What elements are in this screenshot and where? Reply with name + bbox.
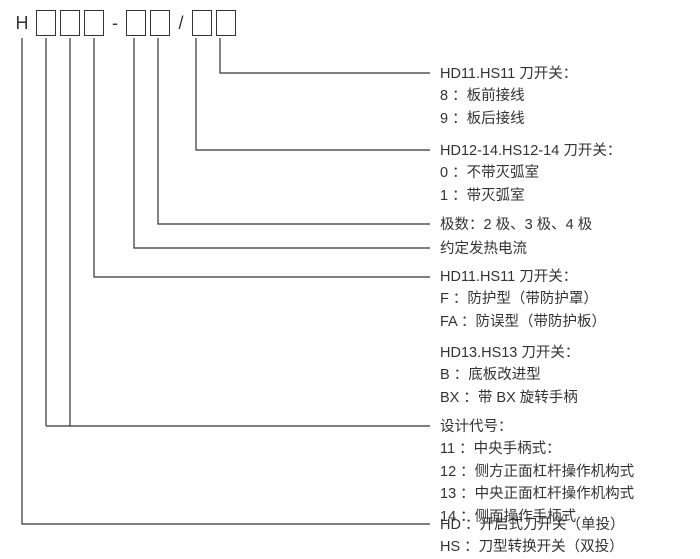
description-line: 13 ：中央正面杠杆操作机构式 xyxy=(440,483,634,505)
code-slash: / xyxy=(174,10,188,36)
description-block: HD13.HS13 刀开关：B ：底板改进型BX ：带 BX 旋转手柄 xyxy=(440,342,579,409)
code-char: H xyxy=(12,10,32,36)
description-line: 约定发热电流 xyxy=(440,238,527,260)
description-line: 12 ：侧方正面杠杆操作机构式 xyxy=(440,461,634,483)
code-dash: - xyxy=(108,10,122,36)
code-placeholder-box xyxy=(126,10,146,36)
description-line: HD12-14.HS12-14 刀开关： xyxy=(440,140,621,162)
description-block: HD11.HS11 刀开关：F ：防护型（带防护罩）FA ：防误型（带防护板） xyxy=(440,266,606,333)
description-block: 设计代号：11 ：中央手柄式：12 ：侧方正面杠杆操作机构式13 ：中央正面杠杆… xyxy=(440,416,634,528)
description-line: 设计代号： xyxy=(440,416,634,438)
description-line: BX ：带 BX 旋转手柄 xyxy=(440,387,579,409)
description-line: 0 ：不带灭弧室 xyxy=(440,162,621,184)
description-line: 9 ：板后接线 xyxy=(440,108,577,130)
description-line: 11 ：中央手柄式： xyxy=(440,438,634,460)
description-line: HD11.HS11 刀开关： xyxy=(440,266,606,288)
description-block: HD ：开启式刀开关（单投）HS ：刀型转换开关（双投） xyxy=(440,514,624,559)
code-placeholder-box xyxy=(150,10,170,36)
code-placeholder-box xyxy=(36,10,56,36)
code-placeholder-box xyxy=(216,10,236,36)
code-placeholder-box xyxy=(60,10,80,36)
description-block: 极数：2 极、3 极、4 极 xyxy=(440,214,592,236)
description-line: HD ：开启式刀开关（单投） xyxy=(440,514,624,536)
description-line: HD13.HS13 刀开关： xyxy=(440,342,579,364)
description-line: FA ：防误型（带防护板） xyxy=(440,311,606,333)
description-line: F ：防护型（带防护罩） xyxy=(440,288,606,310)
description-line: 1 ：带灭弧室 xyxy=(440,185,621,207)
description-line: 8 ：板前接线 xyxy=(440,85,577,107)
description-line: 极数：2 极、3 极、4 极 xyxy=(440,214,592,236)
description-block: HD11.HS11 刀开关：8 ：板前接线9 ：板后接线 xyxy=(440,63,577,130)
description-line: B ：底板改进型 xyxy=(440,364,579,386)
description-block: 约定发热电流 xyxy=(440,238,527,260)
model-code-row: H - / xyxy=(12,10,236,36)
code-placeholder-box xyxy=(192,10,212,36)
description-line: HS ：刀型转换开关（双投） xyxy=(440,536,624,558)
description-line: HD11.HS11 刀开关： xyxy=(440,63,577,85)
code-placeholder-box xyxy=(84,10,104,36)
description-block: HD12-14.HS12-14 刀开关：0 ：不带灭弧室1 ：带灭弧室 xyxy=(440,140,621,207)
